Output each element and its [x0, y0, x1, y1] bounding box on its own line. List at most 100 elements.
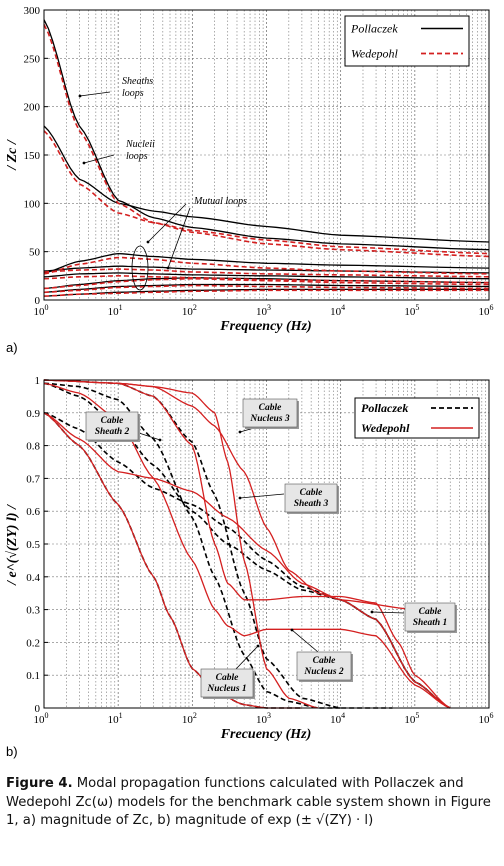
annotation-text: Cable	[419, 607, 442, 617]
y-axis-title: / e^(√(ZY) l) /	[5, 504, 20, 586]
annotation-arrow	[235, 645, 259, 670]
figure-caption: Figure 4. Modal propagation functions ca…	[6, 775, 500, 831]
annotation-box	[296, 651, 352, 681]
panel-label: a)	[6, 340, 18, 355]
series-line-wedepohl-4	[43, 268, 490, 278]
legend-box	[354, 397, 480, 439]
x-tick-label: 105	[404, 303, 419, 318]
annotation-box	[404, 602, 456, 632]
annotation-text: Nucleus 3	[249, 414, 290, 424]
x-tick-label: 105	[404, 711, 419, 726]
series-line-wedepohl-3	[43, 379, 451, 709]
annotation-arrow-head	[370, 610, 374, 614]
x-tick-label: 100	[34, 711, 49, 726]
series-line-pollaczek-4	[43, 265, 490, 274]
annotation-text: Sheath 2	[95, 427, 130, 437]
series-line-pollaczek-2	[43, 125, 490, 243]
annotation-text: Nucleus 1	[206, 684, 246, 694]
x-tick-label: 106	[479, 711, 494, 726]
annotation-text: Cable	[259, 403, 282, 413]
series-line-pollaczek-2	[43, 382, 341, 709]
annotation-arrow	[147, 203, 187, 243]
annotation-arrow	[79, 91, 111, 97]
legend-label: Pollaczek	[350, 22, 398, 36]
annotation-arrow	[291, 629, 319, 653]
annotation-arrow	[371, 611, 405, 614]
series-line-wedepohl-6	[43, 379, 415, 611]
legend: Pollaczek Wedepohl	[344, 15, 470, 67]
y-tick-label: 0.6	[26, 506, 40, 518]
series-line-wedepohl-3	[43, 256, 490, 275]
x-tick-label: 106	[479, 303, 494, 318]
series-line-pollaczek-3	[43, 252, 490, 274]
annotation-box	[85, 411, 139, 441]
x-tick-label: 103	[256, 711, 271, 726]
y-tick-label: 0	[35, 703, 41, 715]
series-line-pollaczek-1	[43, 19, 490, 251]
annotation-box	[242, 398, 298, 428]
annotation-arrow-head	[238, 430, 242, 434]
series-line-pollaczek-7	[43, 283, 490, 293]
annotation-text: Cable	[216, 673, 239, 683]
y-tick-label: 0.9	[26, 408, 40, 420]
caption-figure-number: Figure 4.	[6, 776, 73, 791]
x-tick-label: 100	[34, 303, 49, 318]
series-wedepohl	[43, 24, 490, 297]
y-tick-label: 200	[24, 102, 41, 114]
y-tick-label: 250	[24, 53, 41, 65]
series-line-pollaczek-5	[43, 272, 490, 280]
legend: Pollaczek Wedepohl	[354, 397, 480, 439]
annotation-arrow-head	[146, 240, 150, 244]
x-tick-label: 102	[182, 711, 197, 726]
x-tick-label: 103	[256, 303, 271, 318]
y-tick-label: 0.3	[26, 605, 40, 617]
series-line-wedepohl-2	[43, 130, 490, 255]
x-tick-label: 101	[108, 711, 123, 726]
series-line-wedepohl-6	[43, 277, 490, 290]
annotation-arrow-head	[158, 438, 162, 442]
x-axis-title: Frecuency (Hz)	[220, 727, 312, 742]
x-tick-label: 104	[330, 711, 345, 726]
series-line-wedepohl-7	[43, 284, 490, 294]
annotation-text: Mutual loops	[193, 196, 247, 207]
series-line-wedepohl-1	[43, 24, 490, 258]
annotation-box	[284, 483, 338, 513]
chart-a: 0 50 100 150 200 250 300 100 101 102 103 104 105 106 F…	[5, 5, 494, 355]
annotation-arrow-head	[290, 628, 294, 632]
legend-label: Wedepohl	[361, 421, 410, 435]
panel-label: b)	[6, 744, 18, 759]
y-tick-label: 0.2	[26, 637, 40, 649]
y-tick-label: 0.1	[26, 670, 40, 682]
annotation-arrow	[239, 493, 285, 499]
annotation-arrow	[167, 207, 191, 269]
annotation-text: Sheath 3	[294, 499, 329, 509]
legend-label: Wedepohl	[351, 47, 399, 61]
annotation-box	[200, 668, 254, 698]
y-tick-label: 300	[24, 5, 41, 17]
annotation-text: loops	[122, 88, 144, 99]
annotation-text: Cable	[101, 416, 124, 426]
series-line-wedepohl-1	[43, 412, 302, 709]
series-line-wedepohl-8	[43, 289, 489, 297]
annotation-text: Sheaths	[122, 76, 153, 87]
caption-text: Modal propagation functions calculated w…	[6, 776, 491, 828]
y-tick-label: 1	[35, 375, 41, 387]
series-line-pollaczek-4	[43, 412, 451, 709]
annotation-arrow-head	[166, 266, 170, 270]
legend-label: Pollaczek	[361, 401, 408, 415]
annotation-arrow-head	[82, 161, 86, 165]
y-tick-label: 0.5	[26, 539, 40, 551]
annotation-text: Nucleii	[125, 139, 155, 150]
annotation-arrow	[83, 154, 115, 164]
y-tick-label: 50	[29, 247, 41, 259]
annotation-text: Nucleus 2	[303, 667, 344, 677]
figure-canvas: 0 50 100 150 200 250 300 100 101 102 103 104 105 106 F…	[5, 5, 494, 759]
series-line-wedepohl-5	[43, 412, 451, 709]
annotation-text: loops	[126, 151, 148, 162]
annotation-text: Cable	[300, 488, 323, 498]
chart-b: 0 0.1 0.2 0.3 0.4 0.5 0.6 0.7 0.8 0.9 1 100 101 102 10…	[5, 375, 494, 759]
y-tick-label: 150	[24, 150, 41, 162]
y-tick-label: 0.4	[26, 572, 40, 584]
x-tick-label: 102	[182, 303, 197, 318]
y-tick-label: 0.8	[26, 441, 40, 453]
